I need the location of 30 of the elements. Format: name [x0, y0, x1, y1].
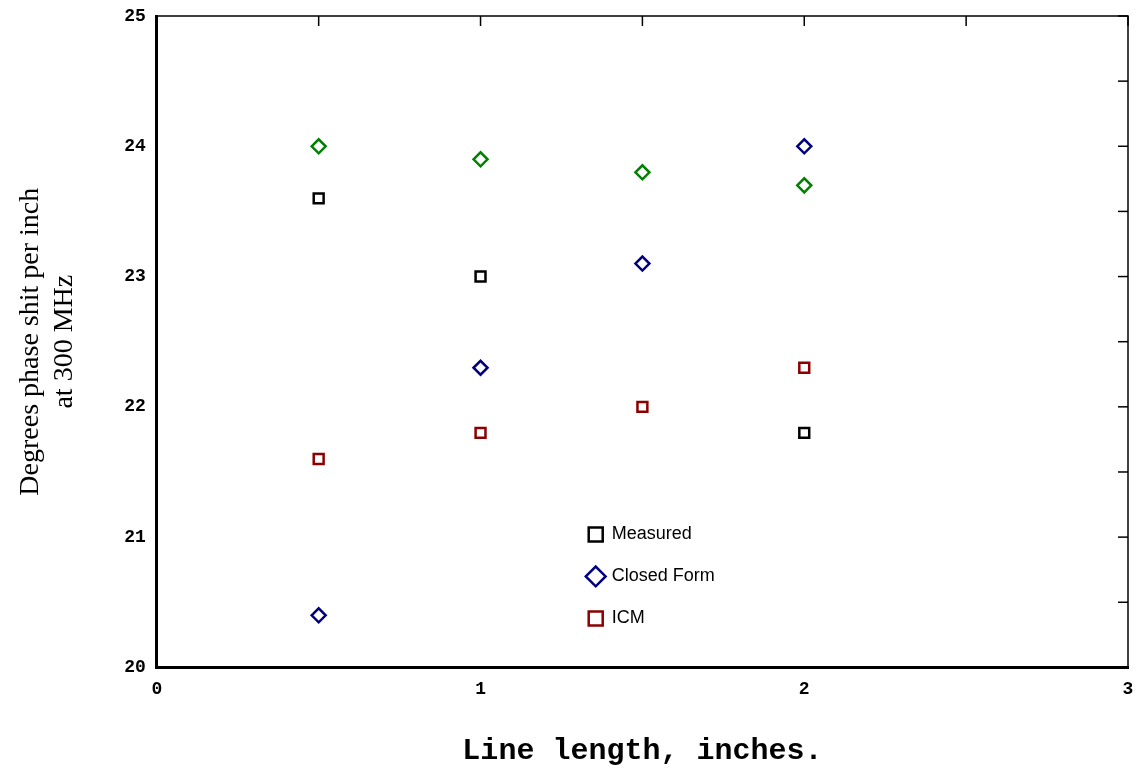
point: [312, 192, 325, 205]
x-axis-title: Line length, inches.: [462, 733, 823, 768]
y-tick-label: 25: [124, 5, 146, 26]
point: [636, 400, 649, 414]
point: [310, 607, 327, 624]
point: [312, 452, 325, 466]
point: [798, 361, 811, 374]
y-tick-label: 23: [124, 266, 146, 287]
point: [474, 426, 487, 440]
y-axis-title: Degrees phase shit per inch at 300 MHz: [13, 187, 78, 496]
x-tick-label: 3: [1122, 678, 1134, 699]
point: [472, 359, 489, 377]
y-tick-label: 20: [124, 656, 146, 677]
y-tick-label: 22: [124, 396, 146, 417]
legend-label: ICM: [611, 607, 645, 628]
point: [796, 138, 813, 155]
legend-label: Closed Form: [611, 565, 715, 586]
point: [472, 151, 489, 168]
y-tick-label: 21: [124, 526, 146, 547]
x-tick-label: 1: [475, 678, 487, 699]
legend-label: Measured: [611, 523, 692, 544]
x-tick-label: 0: [151, 678, 163, 699]
point: [310, 138, 327, 155]
point: [474, 270, 487, 283]
point: [634, 164, 651, 181]
x-tick-label: 2: [798, 678, 810, 699]
point: [634, 255, 651, 272]
y-tick-label: 24: [124, 135, 146, 156]
point: [796, 177, 813, 194]
point: [798, 426, 811, 440]
